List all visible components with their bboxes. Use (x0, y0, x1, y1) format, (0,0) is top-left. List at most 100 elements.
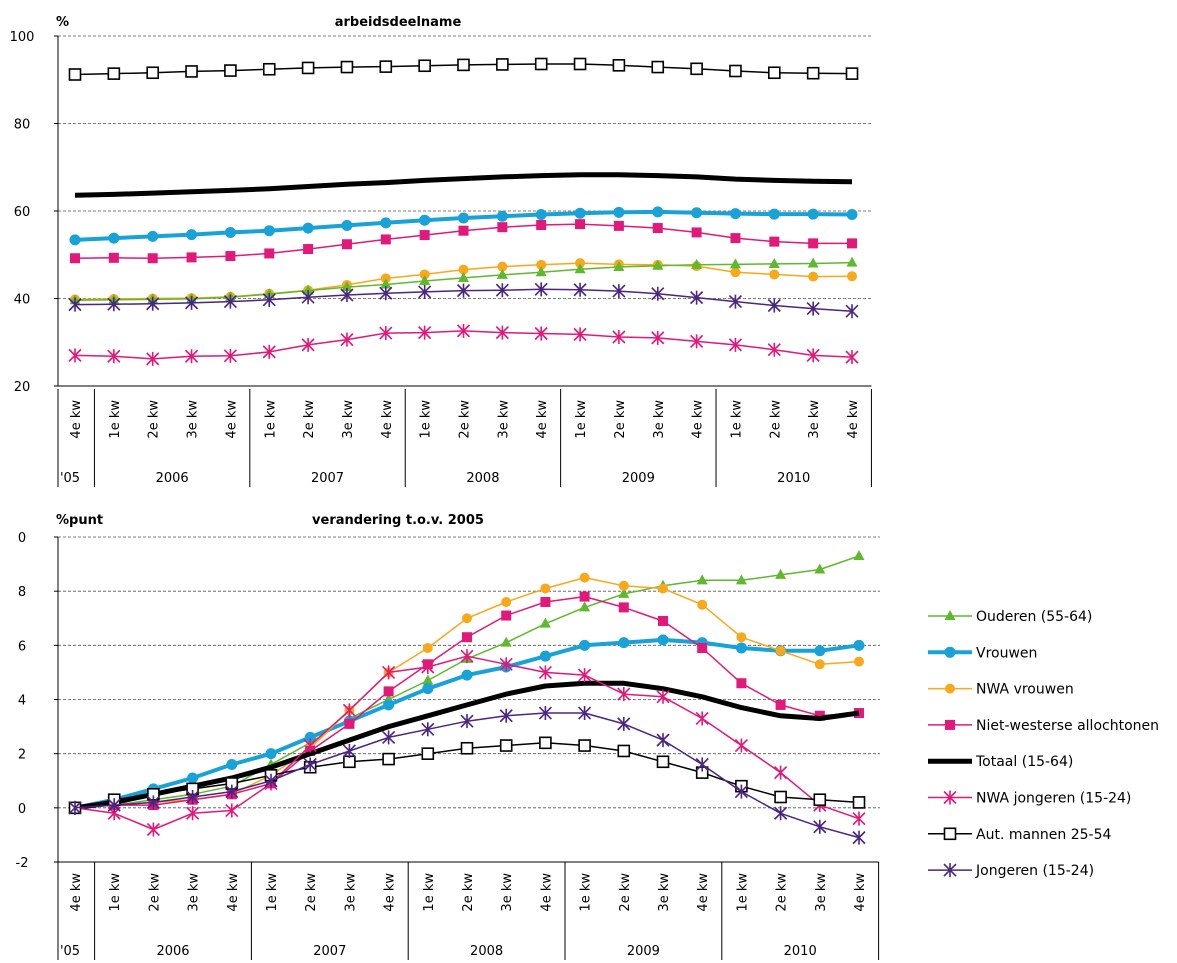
top-data-point (340, 332, 354, 347)
legend-item: Niet-westerse allochtonen (928, 718, 1159, 734)
top-data-point (380, 234, 391, 245)
bottom-series-jongeren-15-24- (68, 706, 866, 845)
bottom-quarter-label: 3e kw (343, 873, 358, 912)
bottom-y-tick-label: 0 (18, 531, 26, 546)
top-data-point (613, 220, 624, 231)
top-data-point (68, 348, 82, 363)
top-series-vrouwen (69, 206, 858, 246)
bottom-data-point (538, 706, 552, 721)
top-quarter-label: 3e kw (341, 400, 356, 439)
top-data-point (495, 325, 509, 340)
bottom-quarter-label: 3e kw (657, 873, 672, 912)
bottom-quarter-label: 3e kw (187, 873, 202, 912)
top-quarter-label: 2e kw (613, 400, 628, 439)
top-series-jongeren-15-24- (68, 282, 859, 319)
top-data-point (379, 326, 393, 341)
bottom-panel: verandering t.o.v. 2005 %punt -2 0 2 4 6 8 0 4e k… (16, 513, 880, 960)
top-data-point (729, 258, 741, 269)
bottom-data-point (734, 784, 748, 799)
top-data-point (690, 334, 704, 349)
top-data-point (652, 223, 663, 234)
top-quarter-label: 2e kw (768, 400, 783, 439)
top-data-point (457, 58, 470, 72)
bottom-data-point (304, 731, 316, 743)
top-year-label: '05 (60, 471, 80, 486)
bottom-data-point (578, 668, 592, 683)
legend-marker (945, 683, 955, 694)
top-y-tick-label: 60 (14, 205, 31, 220)
bottom-year-label: 2009 (627, 944, 660, 959)
bottom-data-point (303, 738, 317, 753)
legend-label: Aut. mannen 25-54 (976, 827, 1112, 843)
bottom-data-point (186, 790, 200, 804)
top-data-point (573, 282, 587, 297)
legend-item: Ouderen (55-64) (928, 609, 1092, 625)
top-data-point (262, 344, 276, 359)
top-quarter-label: 4e kw (380, 400, 395, 439)
top-data-point (380, 278, 392, 289)
bottom-data-point (814, 710, 825, 721)
legend-label: Jongeren (15-24) (975, 863, 1094, 879)
top-data-point (846, 256, 858, 267)
top-data-point (497, 222, 508, 233)
bottom-data-point (226, 759, 238, 770)
bottom-data-point (618, 587, 630, 598)
top-quarter-label: 1e kw (419, 400, 434, 439)
top-quarter-label: 3e kw (807, 400, 822, 439)
bottom-quarter-label: 4e kw (853, 873, 868, 912)
top-data-point (302, 284, 314, 295)
top-data-point (341, 281, 353, 292)
bottom-data-point (578, 739, 591, 752)
top-quarter-label: 4e kw (691, 400, 706, 439)
top-data-point (728, 294, 743, 309)
bottom-data-point (775, 645, 786, 656)
top-data-point (691, 207, 703, 219)
bottom-data-point (696, 574, 708, 585)
bottom-data-point (421, 660, 435, 674)
top-data-point (845, 350, 859, 365)
top-data-point (612, 330, 626, 344)
top-data-point (340, 60, 354, 74)
bottom-quarter-label: 3e kw (814, 873, 829, 912)
bottom-data-point (735, 574, 747, 585)
bottom-data-point (539, 617, 551, 628)
bottom-quarter-label: 1e kw (579, 873, 594, 912)
top-data-point (496, 210, 508, 222)
bottom-data-point (225, 803, 239, 818)
top-data-point (184, 349, 199, 364)
top-data-point (535, 209, 547, 220)
bottom-data-point (146, 822, 160, 837)
top-data-point (729, 208, 741, 220)
bottom-data-point (107, 798, 121, 813)
bottom-data-point (775, 699, 786, 710)
top-y-tick-label: 80 (14, 118, 31, 133)
bottom-data-point (813, 793, 827, 807)
bottom-year-label: 2006 (156, 944, 189, 959)
top-data-point (147, 230, 159, 242)
bottom-y-tick-label: 6 (18, 639, 26, 654)
bottom-data-point (462, 632, 472, 643)
legend-label: Vrouwen (976, 645, 1037, 661)
top-series-totaal-15-64- (74, 172, 853, 198)
top-chart-title: arbeidsdeelname (335, 15, 462, 30)
top-data-point (690, 290, 704, 305)
bottom-data-point (736, 632, 747, 643)
top-data-point (612, 284, 626, 299)
top-data-point (768, 208, 780, 220)
bottom-data-point (578, 706, 592, 721)
top-data-point (575, 258, 586, 269)
top-data-point (419, 214, 431, 226)
top-quarter-label: 3e kw (186, 400, 201, 439)
top-data-point (419, 230, 430, 241)
top-quarter-label: 3e kw (652, 400, 667, 439)
top-data-point (573, 327, 587, 342)
top-data-point (225, 251, 236, 262)
bottom-data-point (421, 722, 435, 737)
top-data-point (691, 227, 702, 238)
bottom-quarter-label: 2e kw (304, 873, 319, 912)
bottom-data-point (579, 639, 591, 651)
bottom-quarter-label: 2e kw (775, 873, 790, 912)
top-data-point (573, 57, 587, 71)
top-data-point (534, 326, 548, 341)
bottom-data-point (814, 645, 826, 657)
